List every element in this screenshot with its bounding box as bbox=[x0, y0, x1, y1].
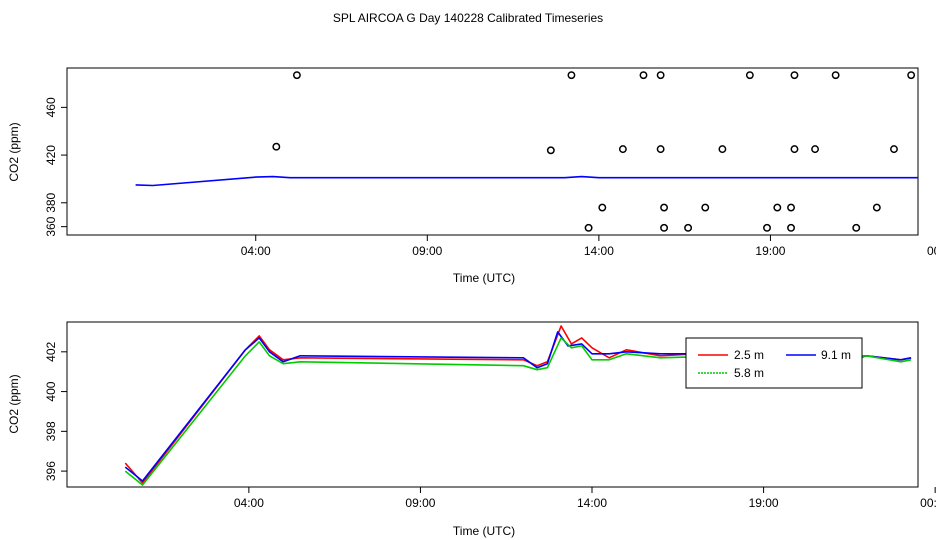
data-point bbox=[660, 203, 669, 212]
x-tick-label: 19:00 bbox=[755, 244, 785, 258]
bottom-y-axis: 396 398 400 402 bbox=[44, 341, 67, 481]
data-point bbox=[656, 71, 665, 80]
top-y-axis-label: CO2 (ppm) bbox=[7, 122, 21, 181]
data-point bbox=[890, 145, 898, 154]
data-point bbox=[852, 223, 861, 232]
data-point bbox=[932, 225, 936, 231]
x-tick-label: 09:00 bbox=[412, 244, 442, 258]
data-point bbox=[684, 223, 693, 232]
x-tick-label: 14:00 bbox=[584, 244, 614, 258]
legend-label-9-1m: 9.1 m bbox=[821, 348, 851, 362]
legend: 2.5 m 9.1 m 5.8 m bbox=[685, 337, 863, 389]
data-point bbox=[567, 71, 576, 80]
data-point bbox=[546, 146, 555, 155]
x-tick-label: 00:00 bbox=[920, 496, 936, 510]
data-point bbox=[907, 71, 916, 80]
data-point bbox=[272, 142, 281, 151]
data-point bbox=[639, 71, 648, 80]
bottom-panel: 04:00 09:00 14:00 19:00 00:00 396 398 400 402 T… bbox=[7, 321, 936, 538]
data-point bbox=[831, 71, 840, 80]
y-tick-label: 380 bbox=[44, 192, 58, 212]
data-point bbox=[787, 203, 795, 212]
data-point bbox=[811, 145, 820, 154]
data-point bbox=[787, 223, 795, 232]
data-point bbox=[745, 71, 754, 80]
data-point bbox=[584, 223, 593, 232]
data-point bbox=[656, 145, 665, 154]
bottom-x-axis-label: Time (UTC) bbox=[453, 524, 515, 538]
top-y-axis: 380 420 460 360 bbox=[44, 97, 67, 237]
x-tick-label: 14:00 bbox=[577, 496, 607, 510]
data-point bbox=[790, 145, 799, 154]
data-point bbox=[718, 145, 727, 154]
y-tick-label: 360 bbox=[44, 216, 58, 236]
x-tick-label: 04:00 bbox=[241, 244, 271, 258]
top-x-axis: 04:00 09:00 14:00 19:00 00:00 bbox=[241, 235, 936, 258]
x-tick-label: 00:00 bbox=[927, 244, 936, 258]
data-point bbox=[790, 71, 799, 80]
data-point bbox=[925, 146, 931, 152]
data-point bbox=[925, 72, 931, 78]
bottom-x-axis: 04:00 09:00 14:00 19:00 00:00 bbox=[234, 487, 936, 510]
top-panel: 04:00 09:00 14:00 19:00 00:00 380 420 460 360 T… bbox=[7, 67, 936, 285]
y-tick-label: 460 bbox=[44, 97, 58, 117]
data-point bbox=[701, 203, 710, 212]
bottom-y-axis-label: CO2 (ppm) bbox=[7, 374, 21, 433]
data-point bbox=[598, 203, 607, 212]
x-tick-label: 04:00 bbox=[234, 496, 264, 510]
chart-title: SPL AIRCOA G Day 140228 Calibrated Times… bbox=[333, 11, 603, 25]
data-point bbox=[773, 203, 782, 212]
y-tick-label: 420 bbox=[44, 145, 58, 165]
y-tick-label: 398 bbox=[44, 421, 58, 441]
series-line-blue-line bbox=[135, 175, 918, 187]
y-tick-label: 402 bbox=[44, 341, 58, 361]
y-tick-label: 400 bbox=[44, 381, 58, 401]
y-tick-label: 396 bbox=[44, 461, 58, 481]
top-x-axis-label: Time (UTC) bbox=[453, 271, 515, 285]
top-series-group bbox=[135, 71, 936, 232]
legend-label-2-5m: 2.5 m bbox=[734, 348, 764, 362]
x-tick-label: 09:00 bbox=[405, 496, 435, 510]
bottom-plot-frame bbox=[66, 321, 919, 488]
legend-box bbox=[685, 337, 863, 389]
data-point bbox=[292, 71, 301, 80]
legend-label-5-8m: 5.8 m bbox=[734, 366, 764, 380]
data-point bbox=[929, 204, 935, 210]
plot-area bbox=[135, 71, 936, 232]
x-tick-label: 19:00 bbox=[749, 496, 779, 510]
data-point bbox=[660, 223, 669, 232]
data-point bbox=[763, 223, 771, 232]
data-point bbox=[618, 145, 627, 154]
data-point bbox=[872, 203, 881, 212]
top-plot-frame bbox=[66, 67, 919, 236]
